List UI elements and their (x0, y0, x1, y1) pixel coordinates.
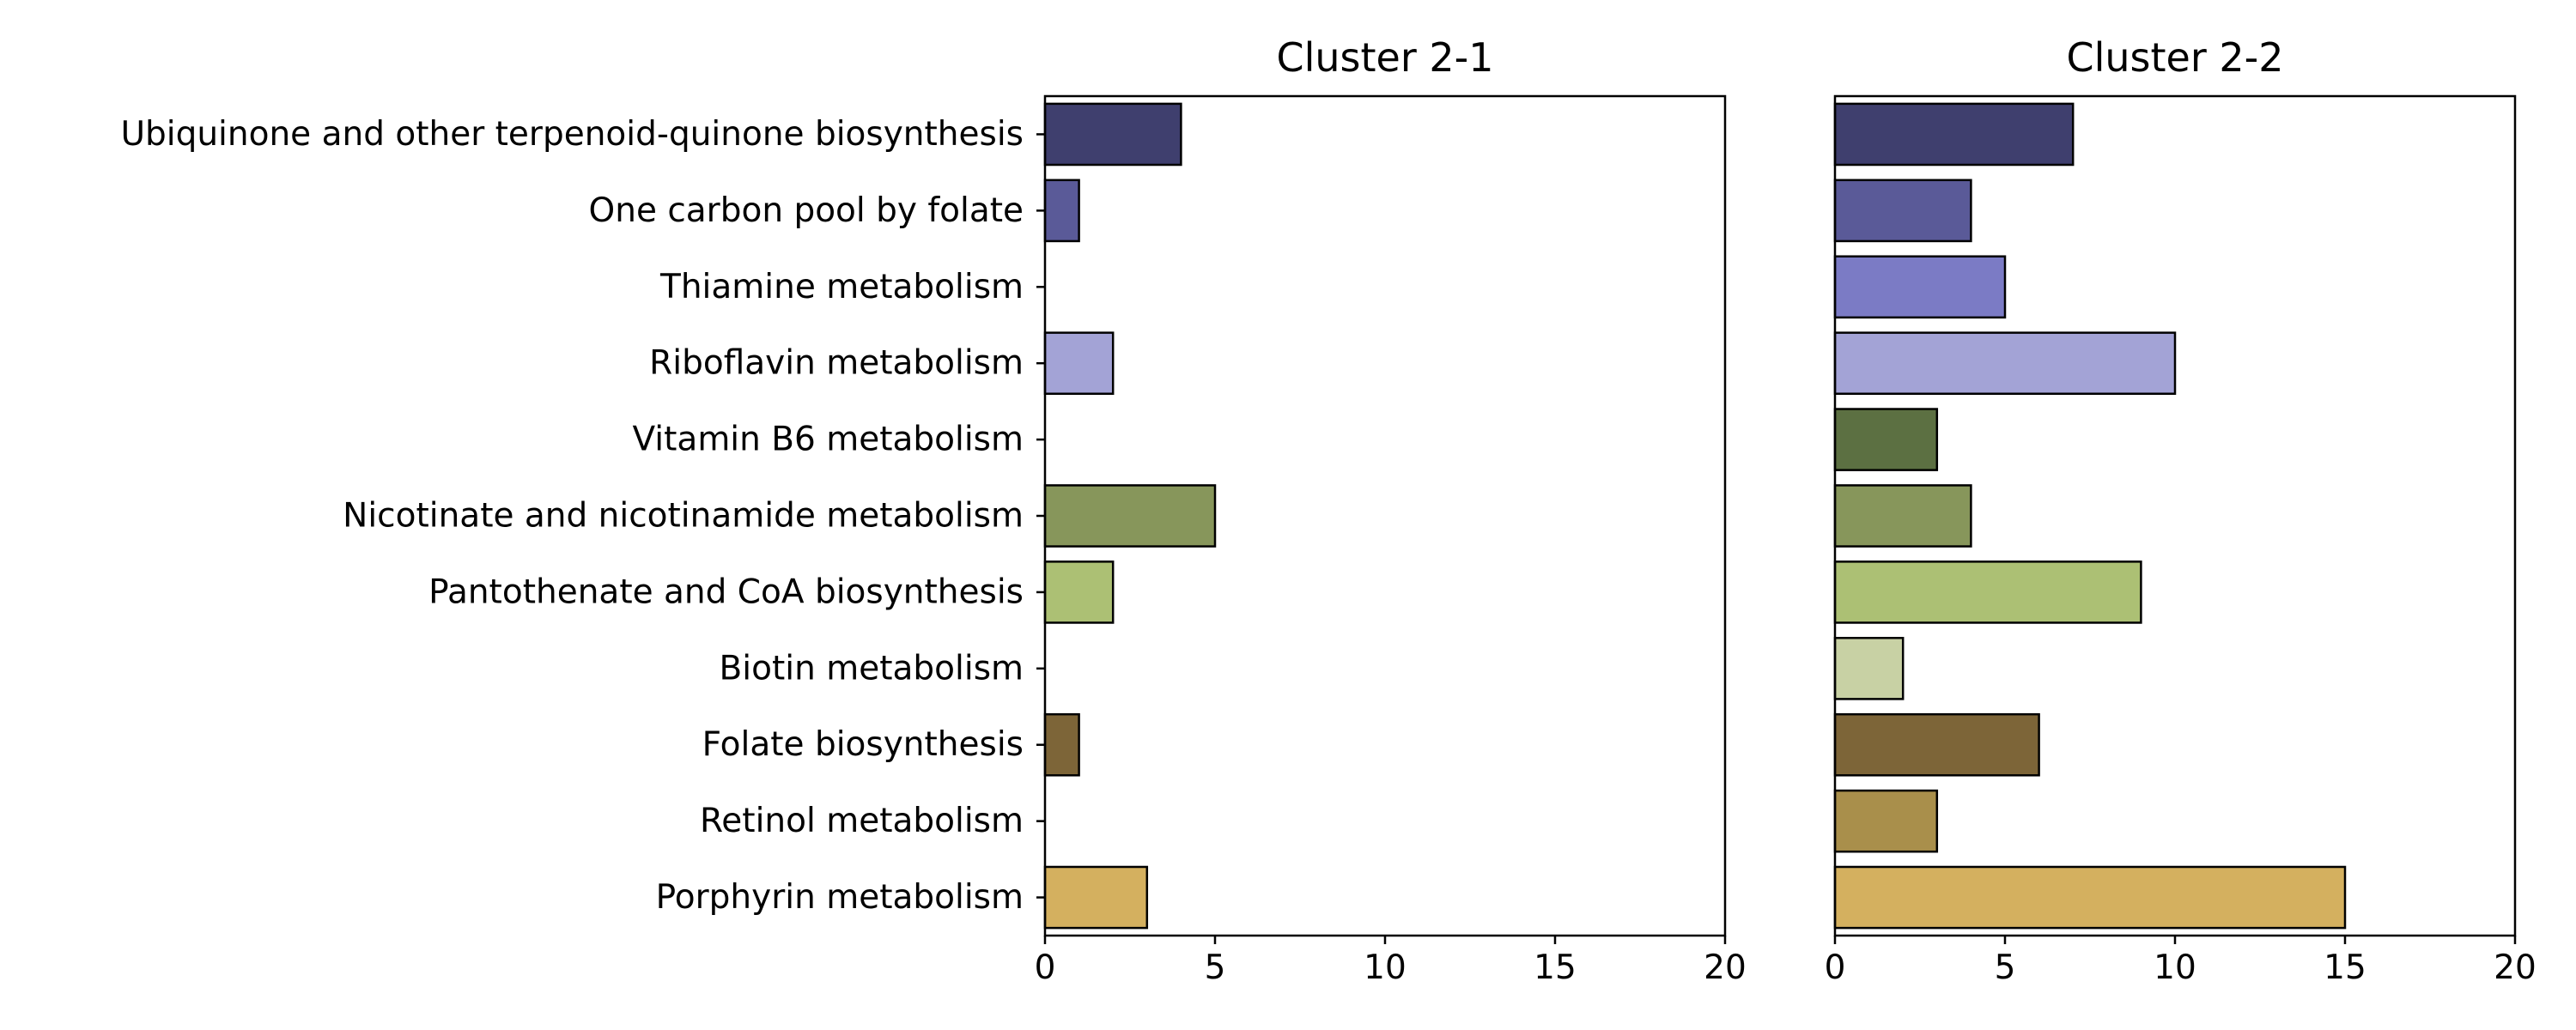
bar-riboflavin-metabolism (1833, 331, 2177, 395)
y-tick-label: Folate biosynthesis (702, 725, 1024, 764)
x-tick-label: 0 (1035, 948, 1056, 987)
bar-porphyrin-metabolism (1043, 865, 1149, 930)
y-tick-label: Vitamin B6 metabolism (632, 421, 1024, 459)
x-tick-labels: 0 5 10 15 20 (1825, 936, 2537, 987)
x-tick-label: 15 (2324, 948, 2366, 987)
bar-ubiquinone-and-other-terpenoid-quinone-biosynthesis (1043, 102, 1182, 167)
y-tick-label: Retinol metabolism (700, 802, 1024, 840)
bar-retinol-metabolism (1833, 789, 1939, 853)
bar-pantothenate-and-coa-biosynthesis (1833, 560, 2142, 624)
x-tick-label: 10 (2154, 948, 2196, 987)
bar-folate-biosynthesis (1043, 712, 1080, 777)
bar-vitamin-b6-metabolism (1833, 408, 1939, 471)
bar-ubiquinone-and-other-terpenoid-quinone-biosynthesis (1833, 102, 2075, 167)
axes-frame (1833, 94, 2517, 937)
bar-one-carbon-pool-by-folate (1043, 179, 1080, 243)
x-tick-label: 5 (1205, 948, 1226, 987)
y-tick-label: Biotin metabolism (720, 649, 1024, 688)
y-tick-label: Thiamine metabolism (659, 268, 1024, 306)
y-tick-label: Nicotinate and nicotinamide metabolism (343, 497, 1024, 536)
y-tick-label: Porphyrin metabolism (656, 878, 1024, 917)
x-tick-label: 0 (1825, 948, 1846, 987)
bar-one-carbon-pool-by-folate (1833, 179, 1972, 243)
axes-frame (1043, 94, 1727, 937)
x-tick-label: 5 (1995, 948, 2016, 987)
x-tick-label: 10 (1364, 948, 1406, 987)
x-tick-label: 20 (1704, 948, 1747, 987)
y-tick-label: Riboflavin metabolism (649, 344, 1024, 383)
y-tick-labels: Ubiquinone and other terpenoid-quinone b… (120, 115, 1045, 917)
chart-title: Cluster 2-1 (1276, 34, 1493, 81)
bar-nicotinate-and-nicotinamide-metabolism (1833, 484, 1972, 548)
x-tick-label: 20 (2494, 948, 2537, 987)
bar-group (1043, 102, 1217, 930)
chart-panel-cluster-2-1: Cluster 2-1 Ubiquinone and other terpeno… (120, 34, 1746, 987)
bar-nicotinate-and-nicotinamide-metabolism (1043, 484, 1217, 548)
bar-thiamine-metabolism (1833, 255, 2007, 319)
x-tick-labels: 0 5 10 15 20 (1035, 936, 1747, 987)
bar-pantothenate-and-coa-biosynthesis (1043, 560, 1115, 624)
chart-title: Cluster 2-2 (2066, 34, 2283, 81)
bar-group (1833, 102, 2347, 930)
y-tick-label: One carbon pool by folate (589, 191, 1024, 230)
chart-panel-cluster-2-2: Cluster 2-2 0 5 10 15 20 (1825, 34, 2537, 987)
bar-biotin-metabolism (1833, 637, 1905, 700)
bar-folate-biosynthesis (1833, 712, 2040, 777)
y-tick-label: Pantothenate and CoA biosynthesis (428, 573, 1024, 611)
bar-riboflavin-metabolism (1043, 331, 1115, 395)
y-tick-label: Ubiquinone and other terpenoid-quinone b… (120, 115, 1024, 154)
x-tick-label: 15 (1534, 948, 1577, 987)
bar-porphyrin-metabolism (1833, 865, 2347, 930)
